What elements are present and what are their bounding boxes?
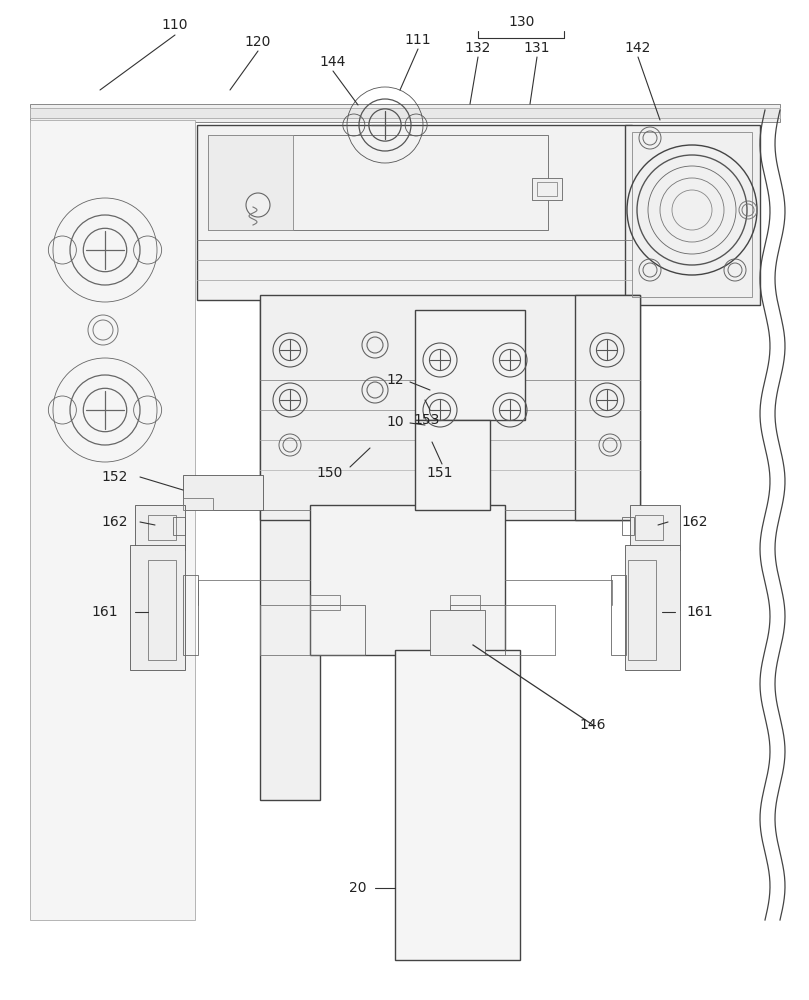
- Bar: [208, 135, 293, 230]
- Bar: [415, 420, 490, 510]
- Bar: [130, 545, 185, 670]
- Text: 152: 152: [102, 470, 128, 484]
- Bar: [415, 310, 525, 420]
- Bar: [183, 475, 263, 510]
- Text: 120: 120: [245, 35, 271, 49]
- Text: 20: 20: [349, 881, 366, 895]
- Bar: [635, 515, 663, 540]
- Text: 130: 130: [509, 15, 536, 29]
- Circle shape: [246, 193, 270, 217]
- Bar: [148, 560, 176, 660]
- Text: 161: 161: [687, 605, 714, 619]
- Text: 131: 131: [523, 41, 550, 55]
- Bar: [183, 575, 198, 655]
- Bar: [537, 182, 557, 196]
- Bar: [310, 605, 365, 655]
- Text: 151: 151: [427, 466, 453, 480]
- Text: 110: 110: [162, 18, 188, 32]
- Bar: [625, 545, 680, 670]
- Bar: [260, 300, 320, 800]
- Bar: [611, 575, 626, 655]
- Text: 146: 146: [580, 718, 606, 732]
- Bar: [575, 295, 640, 520]
- Bar: [630, 505, 680, 550]
- Bar: [208, 135, 548, 230]
- Bar: [310, 505, 505, 655]
- Bar: [30, 104, 780, 122]
- Bar: [532, 178, 562, 200]
- Text: 150: 150: [317, 466, 343, 480]
- Bar: [450, 605, 505, 655]
- Bar: [183, 498, 213, 510]
- Bar: [148, 515, 176, 540]
- Text: 144: 144: [320, 55, 346, 69]
- Bar: [30, 108, 780, 118]
- Bar: [30, 120, 195, 920]
- Text: 132: 132: [465, 41, 491, 55]
- Text: 111: 111: [404, 33, 431, 47]
- Bar: [173, 517, 185, 535]
- Text: 12: 12: [386, 373, 404, 387]
- Bar: [197, 125, 632, 300]
- Text: 10: 10: [386, 415, 404, 429]
- Bar: [310, 595, 340, 610]
- Text: 142: 142: [625, 41, 651, 55]
- Bar: [135, 505, 185, 550]
- Bar: [628, 560, 656, 660]
- Bar: [260, 295, 640, 520]
- Bar: [622, 517, 634, 535]
- Bar: [450, 595, 480, 610]
- Text: 162: 162: [102, 515, 129, 529]
- Text: 161: 161: [91, 605, 118, 619]
- Bar: [625, 125, 760, 305]
- Text: 153: 153: [414, 413, 440, 427]
- Bar: [395, 650, 520, 960]
- Text: 162: 162: [682, 515, 708, 529]
- Bar: [632, 132, 752, 297]
- Bar: [430, 610, 485, 655]
